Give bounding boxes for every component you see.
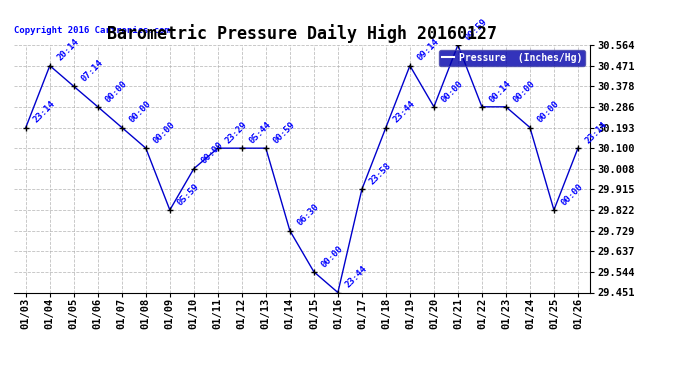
Text: 23:14: 23:14 bbox=[31, 99, 57, 125]
Text: 00:00: 00:00 bbox=[511, 79, 537, 104]
Text: 00:00: 00:00 bbox=[560, 182, 585, 207]
Text: 09:59: 09:59 bbox=[464, 17, 489, 42]
Text: 00:00: 00:00 bbox=[104, 79, 129, 104]
Text: 05:44: 05:44 bbox=[248, 120, 273, 146]
Text: 23:44: 23:44 bbox=[391, 99, 417, 125]
Text: 09:14: 09:14 bbox=[415, 38, 441, 63]
Text: 00:59: 00:59 bbox=[271, 120, 297, 146]
Text: 23:29: 23:29 bbox=[224, 120, 249, 146]
Text: Copyright 2016 Cartronics.com: Copyright 2016 Cartronics.com bbox=[14, 26, 170, 35]
Legend: Pressure  (Inches/Hg): Pressure (Inches/Hg) bbox=[440, 50, 585, 66]
Text: 00:00: 00:00 bbox=[440, 79, 465, 104]
Text: 05:59: 05:59 bbox=[175, 182, 201, 207]
Text: 23:44: 23:44 bbox=[344, 264, 369, 290]
Text: 06:30: 06:30 bbox=[295, 202, 321, 228]
Text: 00:00: 00:00 bbox=[319, 244, 345, 269]
Text: 07:14: 07:14 bbox=[79, 58, 105, 84]
Text: 00:00: 00:00 bbox=[128, 99, 152, 125]
Text: 23:58: 23:58 bbox=[368, 161, 393, 186]
Text: 20:14: 20:14 bbox=[55, 38, 81, 63]
Text: 23:14: 23:14 bbox=[584, 120, 609, 146]
Text: 00:00: 00:00 bbox=[199, 141, 225, 166]
Text: 00:00: 00:00 bbox=[151, 120, 177, 146]
Title: Barometric Pressure Daily High 20160127: Barometric Pressure Daily High 20160127 bbox=[107, 24, 497, 44]
Text: 00:14: 00:14 bbox=[487, 79, 513, 104]
Text: 00:00: 00:00 bbox=[535, 99, 561, 125]
